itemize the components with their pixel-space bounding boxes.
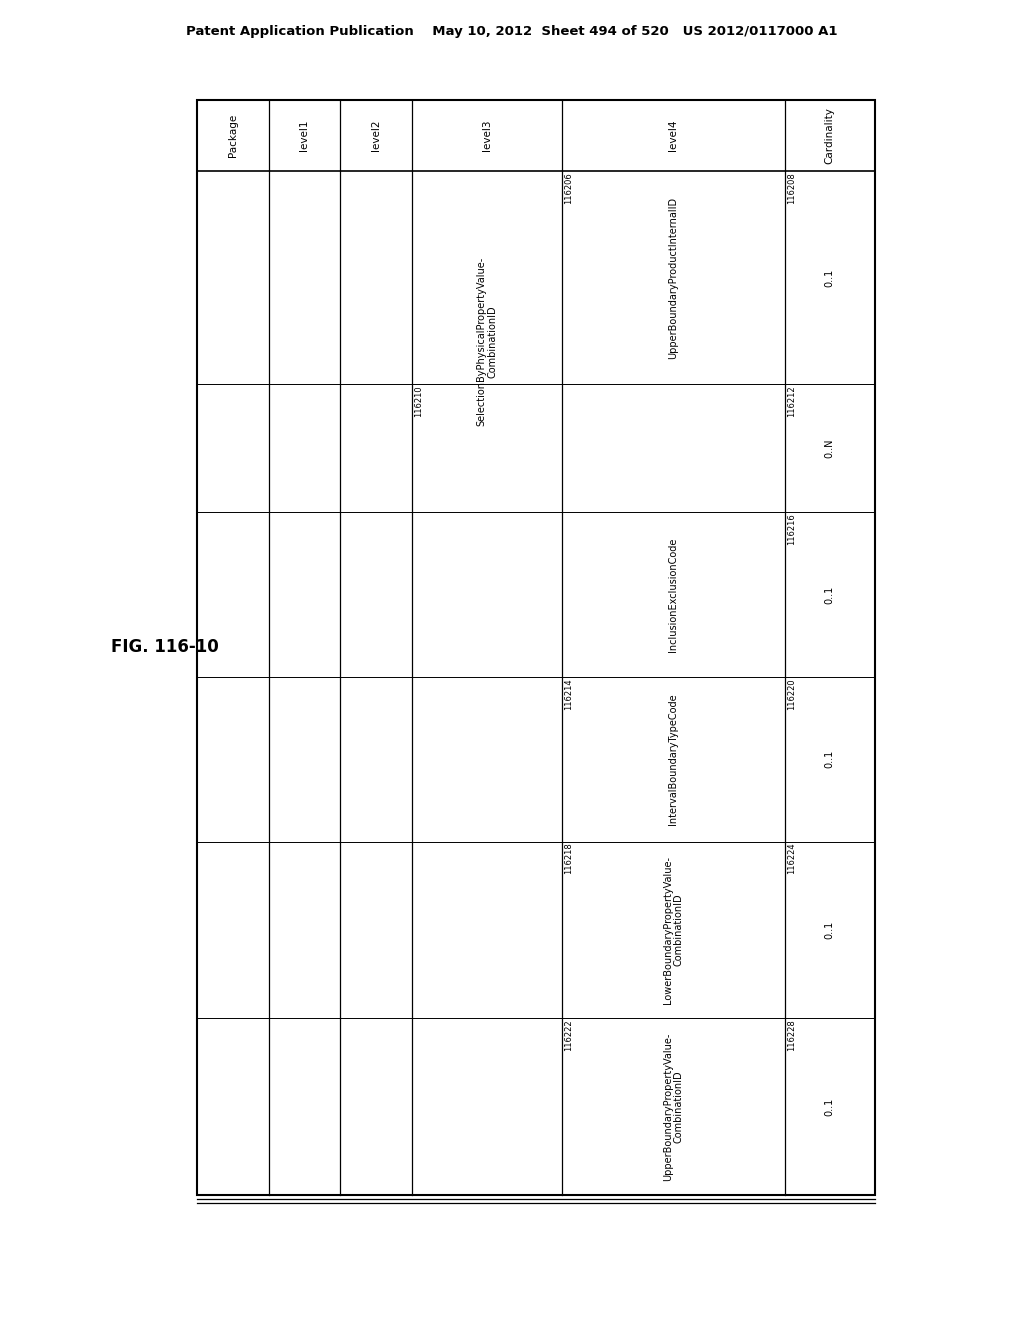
Text: Package: Package [227,114,238,157]
Text: SelectionByPhysicalPropertyValue-
CombinationID: SelectionByPhysicalPropertyValue- Combin… [476,257,498,426]
Text: 116212: 116212 [786,385,796,417]
Text: Cardinality: Cardinality [824,107,835,164]
Text: 0..1: 0..1 [824,1097,835,1115]
Text: 0..1: 0..1 [824,750,835,768]
Text: IntervalBoundaryTypeCode: IntervalBoundaryTypeCode [669,693,679,825]
Text: 0..1: 0..1 [824,269,835,286]
Text: InclusionExclusionCode: InclusionExclusionCode [669,537,679,652]
Text: 0..1: 0..1 [824,921,835,939]
Bar [197,100,874,1195]
Text: 116206: 116206 [564,172,573,203]
Text: 116218: 116218 [564,842,573,874]
Text: 0..N: 0..N [824,438,835,458]
Text: 116224: 116224 [786,842,796,874]
Text: 116220: 116220 [786,678,796,710]
Text: 116208: 116208 [786,172,796,203]
Text: LowerBoundaryPropertyValue-
CombinationID: LowerBoundaryPropertyValue- CombinationI… [664,855,684,1005]
Text: level3: level3 [482,120,493,152]
Text: 0..1: 0..1 [824,586,835,603]
Text: 116228: 116228 [786,1019,796,1051]
Text: UpperBoundaryProductInternalID: UpperBoundaryProductInternalID [669,197,679,359]
Text: Patent Application Publication    May 10, 2012  Sheet 494 of 520   US 2012/01170: Patent Application Publication May 10, 2… [186,25,838,38]
Text: level4: level4 [669,120,679,152]
Text: 116222: 116222 [564,1019,573,1051]
Text: 116216: 116216 [786,513,796,545]
Text: 116214: 116214 [564,678,573,710]
Text: FIG. 116-10: FIG. 116-10 [112,639,219,656]
Text: level1: level1 [299,120,309,152]
Text: 116210: 116210 [414,385,423,417]
Text: UpperBoundaryPropertyValue-
CombinationID: UpperBoundaryPropertyValue- CombinationI… [664,1032,684,1181]
Text: level2: level2 [371,120,381,152]
